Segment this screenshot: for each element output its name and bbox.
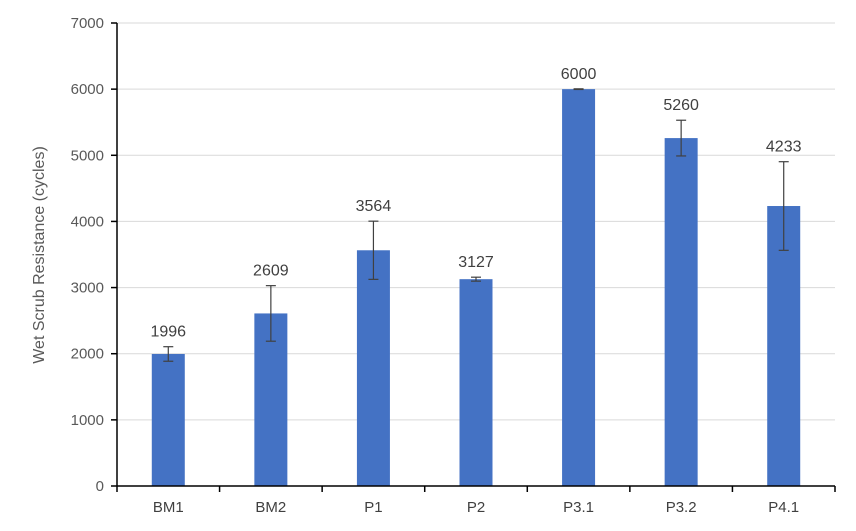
y-axis: 0 1000 2000 3000 4000 5000 6000 7000	[71, 15, 118, 495]
x-tick-label-BM1: BM1	[153, 499, 184, 516]
y-tick-label: 1000	[71, 412, 104, 429]
bars	[151, 89, 801, 487]
x-tick-label-P1: P1	[364, 499, 382, 516]
error-bar-P4.1	[778, 161, 789, 251]
error-bar-BM2	[265, 285, 276, 342]
y-axis-title: Wet Scrub Resistance (cycles)	[31, 146, 48, 364]
x-tick-label-BM2: BM2	[255, 499, 286, 516]
bar-P2	[459, 279, 493, 486]
y-tick-label: 3000	[71, 280, 104, 297]
data-labels: 1996 2609 3564 3127 6000 5260 4233	[150, 66, 801, 341]
bar-P3.2	[664, 138, 698, 487]
data-label-P4.1: 4233	[766, 139, 802, 156]
data-label-P2: 3127	[458, 254, 494, 271]
error-bars	[163, 88, 789, 362]
x-tick-label-P3.1: P3.1	[563, 499, 594, 516]
error-bar-P3.1	[573, 88, 584, 91]
y-tick-label: 2000	[71, 346, 104, 363]
y-tick-label: 5000	[71, 147, 104, 164]
bar-BM2	[254, 313, 288, 486]
y-tick-label: 7000	[71, 15, 104, 32]
error-bar-P1	[368, 220, 379, 280]
bar-P4.1	[767, 206, 801, 487]
y-tick-label: 0	[96, 478, 104, 495]
bar-BM1	[151, 353, 185, 486]
y-tick-label: 6000	[71, 81, 104, 98]
error-bar-BM1	[163, 346, 174, 362]
bar-P3.1	[562, 89, 596, 487]
x-tick-label-P2: P2	[467, 499, 485, 516]
x-tick-label-P3.2: P3.2	[666, 499, 697, 516]
data-label-P3.2: 5260	[663, 97, 699, 114]
x-axis: BM1 BM2 P1 P2 P3.1 P3.2 P4.1	[116, 485, 836, 516]
data-label-BM2: 2609	[253, 263, 289, 280]
x-tick-label-P4.1: P4.1	[768, 499, 799, 516]
error-bar-P3.2	[676, 119, 687, 157]
error-bar-P2	[471, 276, 481, 282]
bar-P1	[356, 250, 390, 486]
data-label-P3.1: 6000	[561, 66, 597, 83]
data-label-P1: 3564	[356, 198, 392, 215]
y-tick-label: 4000	[71, 213, 104, 230]
data-label-BM1: 1996	[150, 324, 186, 341]
